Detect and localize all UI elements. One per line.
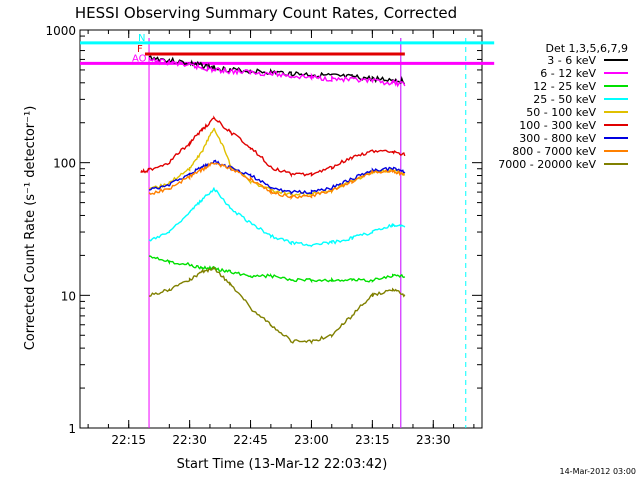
legend-entry-label: 300 - 800 keV <box>519 132 596 145</box>
flag-label: F <box>137 44 143 55</box>
series-line <box>140 115 406 178</box>
y-tick-label: 10 <box>61 289 76 303</box>
x-tick-label: 22:15 <box>111 433 146 447</box>
legend-entry-label: 800 - 7000 keV <box>512 145 596 158</box>
series-line <box>148 127 406 197</box>
x-tick-label: 22:45 <box>233 433 268 447</box>
y-tick-label: 1000 <box>45 24 76 38</box>
series-line <box>149 266 406 345</box>
y-tick-label: 1 <box>68 422 76 436</box>
legend-entry-label: 7000 - 20000 keV <box>498 158 596 171</box>
series-line <box>148 255 406 284</box>
x-axis-label: Start Time (13-Mar-12 22:03:42) <box>177 457 388 472</box>
plot-area: 22:15 22:30 22:45 23:00 23:15 23:30 1 10 100 1000… <box>45 24 495 447</box>
flag-label: AO <box>132 53 147 64</box>
y-tick-label: 100 <box>53 157 76 171</box>
x-tick-label: 22:30 <box>172 433 207 447</box>
legend-entry-label: 3 - 6 keV <box>547 54 596 67</box>
y-axis-label: Corrected Count Rate (s⁻¹ detector⁻¹) <box>23 106 38 351</box>
series-line <box>148 187 406 248</box>
legend-entry-label: 25 - 50 keV <box>533 93 596 106</box>
chart-title: HESSI Observing Summary Count Rates, Cor… <box>75 4 457 22</box>
timestamp: 14-Mar-2012 03:00 <box>560 467 637 476</box>
x-tick-label: 23:00 <box>294 433 329 447</box>
series-line <box>148 162 405 201</box>
plot-frame <box>79 29 483 429</box>
legend-title: Det 1,3,5,6,7,9 <box>545 42 628 55</box>
legend-entry-label: 100 - 300 keV <box>519 119 596 132</box>
flag-label: N <box>138 33 145 44</box>
series-line <box>148 159 406 196</box>
legend-entry-label: 50 - 100 keV <box>526 106 596 119</box>
legend-entry-label: 12 - 25 keV <box>533 80 596 93</box>
x-tick-label: 23:30 <box>416 433 451 447</box>
legend-entry-label: 6 - 12 keV <box>540 67 596 80</box>
series-line <box>148 57 406 88</box>
x-tick-label: 23:15 <box>355 433 390 447</box>
